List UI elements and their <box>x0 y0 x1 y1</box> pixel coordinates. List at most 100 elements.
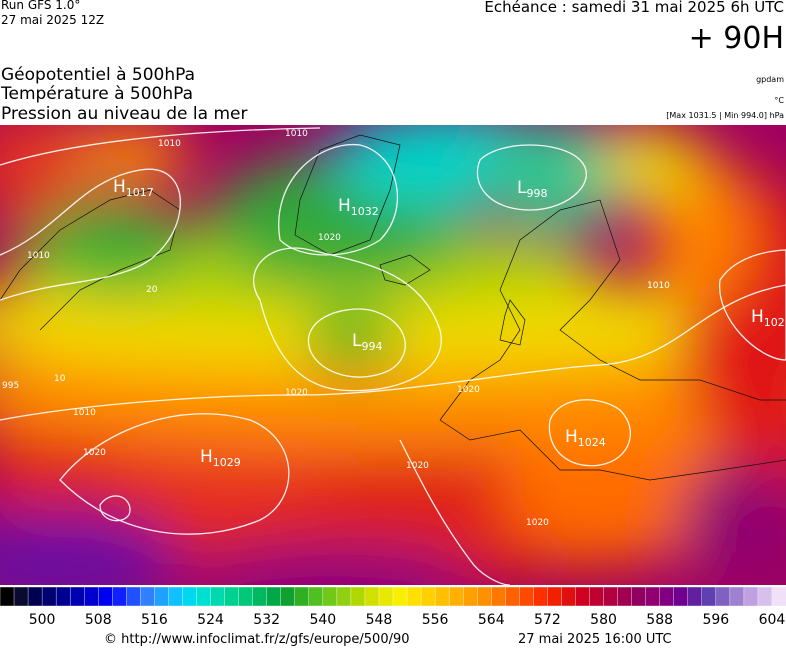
isobar-label: 1020 <box>285 388 308 398</box>
isobar-label: 1020 <box>318 233 341 243</box>
isobar-label: 1010 <box>285 129 308 139</box>
isobar-label: 1010 <box>27 251 50 261</box>
color-swatch <box>617 586 633 607</box>
isobar-label: 1020 <box>457 385 480 395</box>
pressure-center: H1029 <box>200 447 241 469</box>
colorbar-tick-label: 556 <box>422 612 449 628</box>
color-swatch <box>603 586 619 607</box>
color-swatch <box>238 586 254 607</box>
color-swatch <box>322 586 338 607</box>
source-url: © http://www.infoclimat.fr/z/gfs/europe/… <box>104 632 410 647</box>
colorbar-tick-label: 516 <box>141 612 168 628</box>
color-swatch <box>0 586 15 607</box>
isobar-label: 1010 <box>647 281 670 291</box>
color-swatch <box>182 586 198 607</box>
color-swatch <box>98 586 113 607</box>
pressure-center: L994 <box>352 331 382 353</box>
colorbar-tick-label: 580 <box>590 612 617 628</box>
run-label: Run GFS 1.0° <box>1 0 80 12</box>
color-swatch <box>659 586 675 607</box>
color-swatch <box>505 586 521 607</box>
color-swatch <box>252 586 268 607</box>
isobar-label: 20 <box>146 285 158 295</box>
valid-time: Echéance : samedi 31 mai 2025 6h UTC <box>484 0 784 16</box>
color-swatch <box>434 586 450 607</box>
pressure-center: H1032 <box>338 196 379 218</box>
colorbar-tick-label: 572 <box>534 612 561 628</box>
unit-label: [Max 1031.5 | Min 994.0] hPa <box>666 111 784 120</box>
color-swatch <box>280 586 296 607</box>
map: 1010 1010 1010 1010 1010 1020 1020 1020 … <box>0 125 786 585</box>
colorbar-tick-label: 508 <box>85 612 112 628</box>
pressure-center: L998 <box>517 178 547 200</box>
color-swatch <box>154 586 170 607</box>
color-swatch <box>196 586 212 607</box>
color-swatch <box>729 586 745 607</box>
color-swatch <box>406 586 422 607</box>
color-swatch <box>645 586 661 607</box>
colorbar-tick-label: 540 <box>309 612 336 628</box>
color-swatch <box>210 586 226 607</box>
color-swatch <box>84 586 99 607</box>
pressure-center: H1024 <box>565 427 606 449</box>
color-swatch <box>69 586 85 607</box>
pressure-center: H102 <box>751 307 785 329</box>
color-swatch <box>561 586 577 607</box>
color-swatch <box>448 586 464 607</box>
color-swatch <box>378 586 394 607</box>
colorbar-tick-label: 596 <box>702 612 729 628</box>
color-swatch <box>491 586 506 607</box>
colorbar-tick-label: 564 <box>478 612 505 628</box>
colorbar-tick-label: 604 <box>759 612 786 628</box>
color-swatch <box>701 586 717 607</box>
map-title: Température à 500hPa <box>0 84 193 104</box>
color-swatch <box>126 586 142 607</box>
color-swatch <box>41 586 57 607</box>
color-swatch <box>364 586 380 607</box>
unit-label: °C <box>774 96 784 105</box>
colorbar-tick-label: 588 <box>646 612 673 628</box>
isobar-label: 1010 <box>158 139 181 149</box>
color-swatch <box>687 586 703 607</box>
color-swatch <box>462 586 478 607</box>
color-swatch <box>294 586 310 607</box>
color-swatch <box>140 586 156 607</box>
color-swatch <box>336 586 352 607</box>
color-swatch <box>224 586 240 607</box>
isobar-label: 1010 <box>73 408 96 418</box>
color-swatch <box>743 586 759 607</box>
color-swatch <box>350 586 366 607</box>
isobar-label: 1020 <box>406 461 429 471</box>
color-swatch <box>757 586 773 607</box>
map-title: Pression au niveau de la mer <box>1 104 247 124</box>
color-swatch <box>27 586 43 607</box>
isobar-label: 995 <box>2 381 19 391</box>
color-swatch <box>168 586 184 607</box>
color-swatch <box>547 586 563 607</box>
color-swatch <box>308 586 324 607</box>
color-swatch <box>575 586 591 607</box>
color-swatch <box>631 586 647 607</box>
colorbar-tick-label: 500 <box>29 612 56 628</box>
color-swatch <box>266 586 282 607</box>
color-swatch <box>771 586 786 607</box>
generated-time: 27 mai 2025 16:00 UTC <box>518 632 672 647</box>
color-swatch <box>55 586 71 607</box>
color-swatch <box>13 586 29 607</box>
colorbar-tick-label: 548 <box>366 612 393 628</box>
color-swatch <box>673 586 689 607</box>
color-swatch <box>533 586 549 607</box>
pressure-center: H1017 <box>113 177 154 199</box>
lead-time: + 90H <box>689 21 784 56</box>
colorbar-tick-label: 532 <box>253 612 280 628</box>
unit-label: gpdam <box>756 75 784 84</box>
color-swatch <box>715 586 731 607</box>
color-swatch <box>420 586 436 607</box>
map-title: Géopotentiel à 500hPa <box>1 65 195 85</box>
color-swatch <box>477 586 492 607</box>
isobar-label: 10 <box>54 374 66 384</box>
isobar-label: 1020 <box>83 448 106 458</box>
isobar-label: 1020 <box>526 518 549 528</box>
color-swatch <box>589 586 605 607</box>
